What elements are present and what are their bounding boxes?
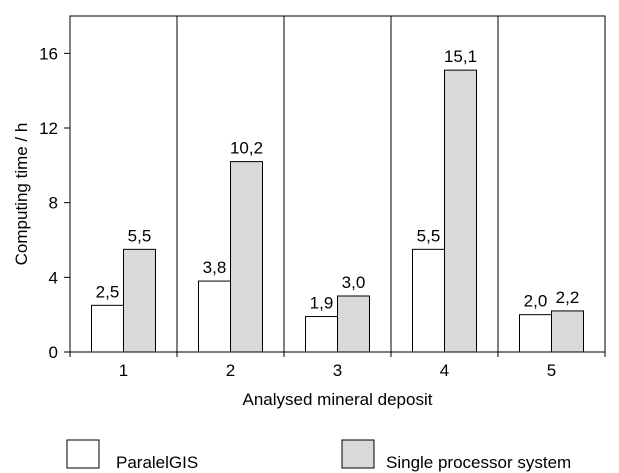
bar-single-processor [337,295,370,353]
x-axis: 1 2 3 4 5 [64,351,606,380]
y-tick-label: 0 [49,343,58,362]
plot-frame [69,15,606,352]
data-label: 2,2 [556,288,580,307]
y-tick-label: 8 [49,194,58,213]
data-label: 5,5 [417,226,441,245]
x-axis-title: Analysed mineral deposit [243,390,433,409]
data-labels: 2,5 5,5 3,8 10,2 1,9 3,0 5,5 15,1 2,0 2,2 [96,47,580,312]
x-tick-label: 1 [119,361,128,380]
y-tick-label: 16 [39,44,58,63]
bar-paralelgis [198,280,231,353]
legend-label-paralelgis: ParalelGIS [116,453,198,472]
bar-single-processor [123,248,156,353]
data-label: 5,5 [128,226,152,245]
data-label: 3,0 [342,273,366,292]
data-label: 15,1 [444,47,477,66]
bars [91,69,584,353]
x-tick-label: 2 [226,361,235,380]
x-tick-label: 5 [547,361,556,380]
bar-paralelgis [305,316,338,353]
data-label: 2,5 [96,282,120,301]
bar-single-processor [551,310,584,353]
legend-label-single-processor: Single processor system [386,453,571,472]
y-tick-label: 4 [49,268,58,287]
y-tick-label: 12 [39,119,58,138]
legend-swatch-single-processor [341,439,375,469]
category-separators [176,16,499,352]
data-label: 3,8 [203,258,227,277]
bar-single-processor [230,161,263,353]
legend-swatch-paralelgis [66,439,100,469]
data-label: 1,9 [310,294,334,313]
data-label: 10,2 [230,139,263,158]
y-axis: 0 4 8 12 16 [39,44,70,362]
bar-paralelgis [91,304,124,353]
x-tick-label: 4 [440,361,449,380]
x-tick-label: 3 [333,361,342,380]
bar-paralelgis [519,314,552,353]
plot-border [69,15,606,352]
bar-single-processor [444,69,477,353]
y-axis-title: Computing time / h [12,123,31,266]
data-label: 2,0 [524,292,548,311]
legend: ParalelGIS Single processor system [66,439,571,472]
bar-paralelgis [412,248,445,353]
